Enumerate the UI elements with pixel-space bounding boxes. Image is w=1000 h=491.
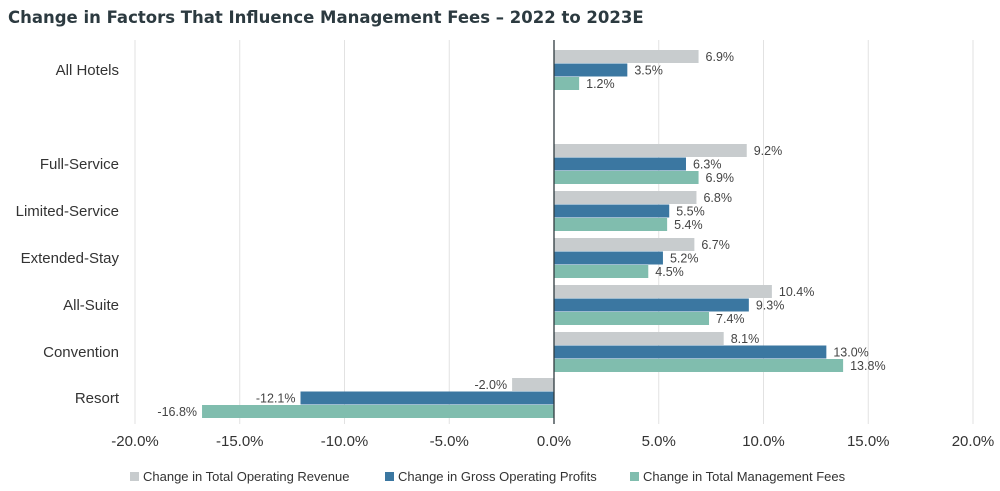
category-label: Full-Service <box>40 156 119 173</box>
data-label: 1.2% <box>586 77 615 91</box>
bar <box>554 63 628 77</box>
bar <box>554 359 844 372</box>
data-label: 6.9% <box>706 50 735 64</box>
category-label: All-Suite <box>63 297 119 314</box>
data-label: 6.3% <box>693 158 722 172</box>
bar <box>554 171 699 184</box>
data-label: 10.4% <box>779 285 814 299</box>
bar <box>554 312 710 325</box>
x-tick-label: -5.0% <box>430 433 469 450</box>
bar <box>554 50 699 63</box>
data-label: 6.7% <box>701 238 730 252</box>
legend-label: Change in Gross Operating Profits <box>398 469 597 484</box>
category-label: Extended-Stay <box>21 250 120 267</box>
data-label: 3.5% <box>634 64 663 78</box>
x-tick-label: 20.0% <box>952 433 995 450</box>
data-label: -2.0% <box>474 378 507 392</box>
legend-label: Change in Total Management Fees <box>643 469 846 484</box>
data-label: -16.8% <box>157 405 197 419</box>
bar <box>554 191 697 204</box>
category-label: All Hotels <box>56 62 119 79</box>
data-label: 4.5% <box>655 265 684 279</box>
data-label: 13.0% <box>833 346 868 360</box>
bar <box>202 405 555 418</box>
bar <box>554 144 747 157</box>
bar <box>554 238 695 251</box>
category-label: Resort <box>75 390 120 407</box>
legend-swatch <box>130 472 139 481</box>
legend-swatch <box>630 472 639 481</box>
legend-label: Change in Total Operating Revenue <box>143 469 349 484</box>
data-label: 6.9% <box>706 171 735 185</box>
x-tick-label: -20.0% <box>111 433 159 450</box>
x-tick-label: 5.0% <box>642 433 676 450</box>
bar <box>554 298 749 312</box>
data-label: -12.1% <box>256 392 296 406</box>
bar <box>554 345 827 359</box>
bar <box>554 204 670 218</box>
data-label: 5.5% <box>676 205 705 219</box>
bar <box>554 285 772 298</box>
x-tick-label: 15.0% <box>847 433 890 450</box>
bar <box>512 378 554 391</box>
bar <box>554 251 663 265</box>
bar <box>554 265 649 278</box>
data-label: 8.1% <box>731 332 760 346</box>
data-label: 9.3% <box>756 299 785 313</box>
bar <box>554 77 580 90</box>
data-label: 6.8% <box>703 191 732 205</box>
bar <box>554 332 724 345</box>
category-label: Convention <box>43 344 119 361</box>
x-tick-label: -15.0% <box>216 433 264 450</box>
data-label: 9.2% <box>754 144 783 158</box>
data-label: 5.2% <box>670 252 699 266</box>
chart-title: Change in Factors That Influence Managem… <box>8 8 644 27</box>
bar <box>554 157 686 171</box>
bar <box>300 391 554 405</box>
x-tick-label: -10.0% <box>321 433 369 450</box>
legend-swatch <box>385 472 394 481</box>
data-label: 13.8% <box>850 359 885 373</box>
data-label: 7.4% <box>716 312 745 326</box>
x-tick-label: 10.0% <box>742 433 785 450</box>
bar <box>554 218 668 231</box>
category-label: Limited-Service <box>16 203 119 220</box>
data-label: 5.4% <box>674 218 703 232</box>
x-tick-label: 0.0% <box>537 433 571 450</box>
